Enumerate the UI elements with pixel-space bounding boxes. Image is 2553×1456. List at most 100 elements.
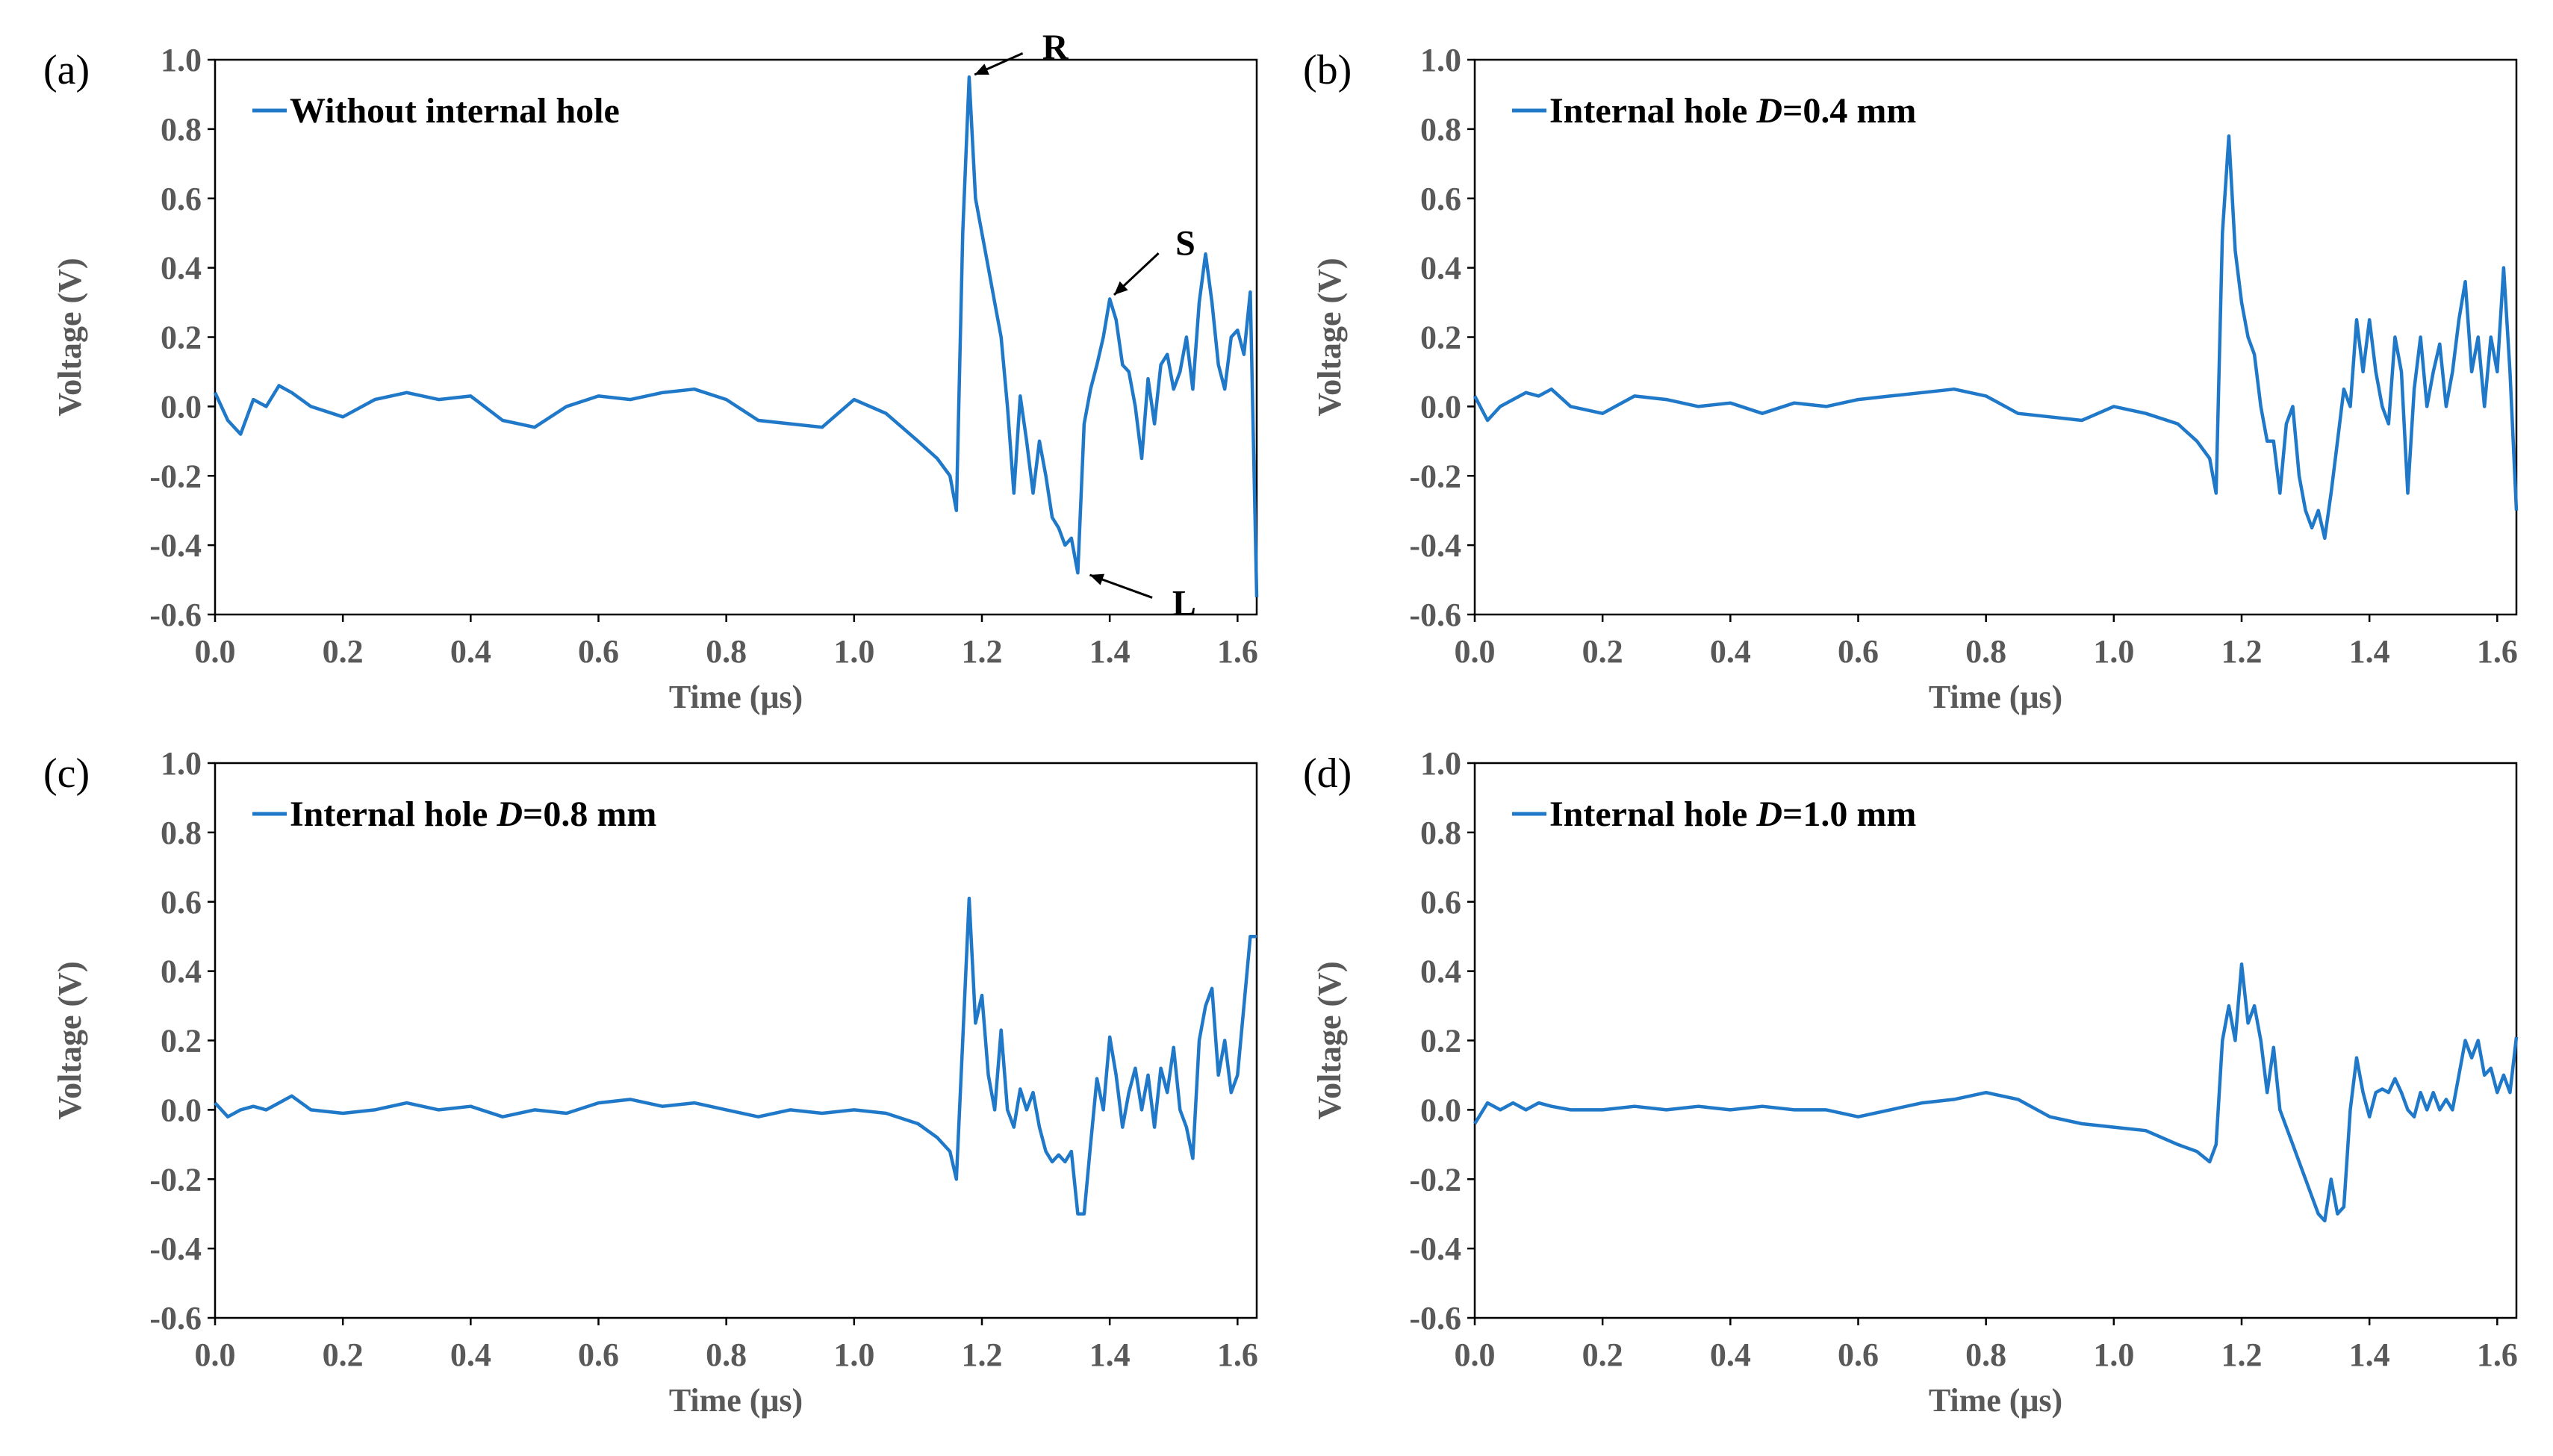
y-tick-label: 0.2: [1420, 1023, 1461, 1060]
y-tick-label: 0.6: [161, 181, 202, 217]
annotation-label: R: [1042, 28, 1069, 67]
legend-label: Without internal hole: [290, 91, 620, 131]
series-line: [213, 75, 1259, 597]
legend-text-suffix: =0.8 mm: [523, 794, 656, 834]
x-tick-label: 1.6: [2477, 1337, 2518, 1373]
x-tick-label: 0.6: [578, 1337, 619, 1373]
y-axis-label: Voltage (V): [1311, 961, 1348, 1119]
legend-text-italic: D: [1756, 794, 1782, 834]
legend-text-main: Internal hole: [1549, 91, 1756, 131]
y-tick-label: 1.0: [1420, 42, 1461, 78]
x-tick-label: 1.6: [1217, 633, 1258, 670]
y-tick-label: 0.8: [161, 815, 202, 851]
legend-text-italic: D: [496, 794, 523, 834]
x-tick-label: 0.8: [1965, 1337, 2006, 1373]
y-tick-label: 1.0: [161, 745, 202, 782]
y-tick-label: -0.4: [1409, 527, 1461, 564]
legend-label: Internal hole D=1.0 mm: [1549, 794, 1916, 834]
y-tick-label: 0.6: [161, 884, 202, 921]
x-tick-label: 0.8: [706, 1337, 747, 1373]
x-tick-label: 1.4: [2349, 633, 2390, 670]
x-tick-label: 0.8: [1965, 633, 2006, 670]
x-tick-label: 0.0: [1455, 1337, 1496, 1373]
x-tick-label: 0.6: [1838, 1337, 1879, 1373]
legend-text-main: Without internal hole: [290, 91, 620, 131]
annotation-arrowhead: [1113, 281, 1128, 295]
x-axis-label: Time (μs): [1929, 679, 2062, 715]
panel-label: (c): [43, 750, 90, 797]
x-tick-label: 0.0: [195, 1337, 236, 1373]
panel-label: (a): [43, 47, 90, 93]
x-tick-label: 0.0: [195, 633, 236, 670]
x-tick-label: 0.0: [1455, 633, 1496, 670]
x-tick-label: 0.4: [450, 1337, 491, 1373]
y-tick-label: 0.6: [1420, 181, 1461, 217]
y-tick-label: 0.4: [1420, 953, 1461, 990]
x-tick-label: 0.4: [450, 633, 491, 670]
legend-text-main: Internal hole: [1549, 794, 1756, 834]
x-tick-label: 0.6: [578, 633, 619, 670]
y-tick-label: 0.0: [1420, 388, 1461, 425]
x-tick-label: 0.2: [323, 1337, 364, 1373]
series-line: [1473, 134, 2519, 541]
y-axis-label: Voltage (V): [1311, 258, 1348, 416]
x-tick-label: 1.4: [2349, 1337, 2390, 1373]
y-tick-label: -0.4: [149, 1231, 202, 1267]
y-tick-label: 0.2: [161, 1023, 202, 1060]
x-axis-label: Time (μs): [669, 1382, 803, 1419]
x-tick-label: 1.0: [833, 1337, 874, 1373]
y-tick-label: 1.0: [161, 42, 202, 78]
panel-label: (d): [1303, 750, 1352, 797]
legend-text-suffix: =0.4 mm: [1782, 91, 1916, 131]
x-axis-label: Time (μs): [1929, 1382, 2062, 1419]
y-tick-label: 0.8: [161, 111, 202, 148]
series-line: [1473, 962, 2519, 1223]
x-axis-label: Time (μs): [669, 679, 803, 715]
y-tick-label: 0.2: [1420, 320, 1461, 356]
x-tick-label: 1.0: [2093, 633, 2134, 670]
x-tick-label: 0.8: [706, 633, 747, 670]
annotation-arrowhead: [974, 63, 989, 75]
y-tick-label: 0.0: [161, 1092, 202, 1128]
x-tick-label: 1.4: [1089, 1337, 1131, 1373]
y-tick-label: 0.0: [1420, 1092, 1461, 1128]
panel-d: 1.00.80.60.40.20.0-0.2-0.4-0.60.0 0.2 0.4 0…: [1303, 745, 2519, 1419]
x-tick-label: 0.6: [1838, 633, 1879, 670]
y-tick-label: -0.4: [149, 527, 202, 564]
y-tick-label: -0.6: [149, 1300, 202, 1337]
y-tick-label: 0.4: [1420, 250, 1461, 287]
y-tick-label: -0.2: [1409, 1161, 1461, 1198]
panel-c: 1.00.80.60.40.20.0-0.2-0.4-0.60.0 0.2 0.4 0…: [43, 745, 1258, 1419]
x-tick-label: 1.0: [2093, 1337, 2134, 1373]
x-tick-label: 0.4: [1710, 1337, 1751, 1373]
x-tick-label: 1.2: [2221, 633, 2262, 670]
x-tick-label: 1.0: [833, 633, 874, 670]
x-tick-label: 1.2: [961, 633, 1002, 670]
y-tick-label: -0.6: [1409, 1300, 1461, 1337]
y-tick-label: 0.4: [161, 250, 202, 287]
plot-frame: [214, 762, 1258, 1319]
x-tick-label: 1.6: [2477, 633, 2518, 670]
y-tick-label: 0.6: [1420, 884, 1461, 921]
y-tick-label: -0.6: [1409, 597, 1461, 633]
legend-label: Internal hole D=0.4 mm: [1549, 91, 1916, 131]
legend-text-main: Internal hole: [290, 794, 497, 834]
y-tick-label: 0.2: [161, 320, 202, 356]
legend-text-suffix: =1.0 mm: [1782, 794, 1916, 834]
y-tick-label: 1.0: [1420, 745, 1461, 782]
panel-b: 1.00.80.60.40.20.0-0.2-0.4-0.60.0 0.2 0.4 0…: [1303, 42, 2519, 715]
y-tick-label: 0.8: [1420, 815, 1461, 851]
x-tick-label: 1.6: [1217, 1337, 1258, 1373]
plot-frame: [214, 58, 1258, 616]
panel-label: (b): [1303, 47, 1352, 93]
x-tick-label: 0.2: [323, 633, 364, 670]
annotation-arrowhead: [1089, 573, 1105, 585]
legend-label: Internal hole D=0.8 mm: [290, 794, 656, 834]
plot-frame: [1473, 762, 2518, 1319]
panel-a: 1.00.80.60.40.20.0-0.2-0.4-0.60.0 0.2 0.4 0…: [43, 28, 1259, 715]
y-tick-label: -0.2: [149, 458, 202, 494]
y-tick-label: 0.0: [161, 388, 202, 425]
annotation-label: S: [1175, 223, 1195, 263]
y-axis-label: Voltage (V): [52, 961, 88, 1119]
